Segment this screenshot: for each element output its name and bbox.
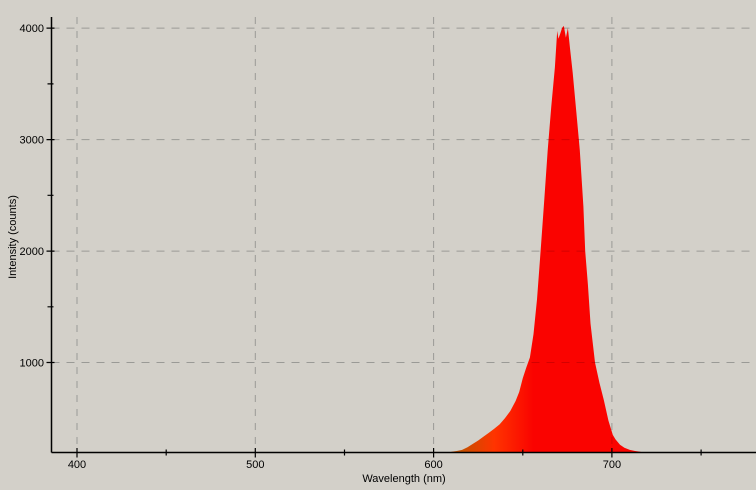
x-axis-title: Wavelength (nm) bbox=[362, 473, 445, 485]
x-tick-label: 400 bbox=[68, 459, 86, 471]
y-tick-label: 2000 bbox=[20, 246, 44, 258]
tick-labels: 400 500 600 700 1000 2000 3000 4000 bbox=[20, 23, 622, 471]
spectrum-series bbox=[451, 25, 641, 453]
axis-lines bbox=[50, 17, 756, 454]
x-tick-label: 600 bbox=[424, 459, 442, 471]
y-tick-label: 1000 bbox=[20, 358, 44, 370]
gridlines-over-fill bbox=[451, 25, 641, 452]
spectrum-area bbox=[451, 25, 641, 453]
gridline-horizontal bbox=[51, 27, 756, 363]
tick-marks bbox=[46, 27, 702, 458]
axis-ticks bbox=[46, 27, 702, 458]
axes bbox=[50, 17, 756, 454]
y-tick-label: 4000 bbox=[20, 23, 44, 35]
gridline-over-fill-horizontal bbox=[451, 27, 641, 363]
y-axis-title: Intensity (counts) bbox=[7, 195, 19, 279]
y-tick-label: 3000 bbox=[20, 135, 44, 147]
gridlines bbox=[51, 17, 756, 452]
x-tick-label: 500 bbox=[246, 459, 264, 471]
x-tick-label: 700 bbox=[603, 459, 621, 471]
